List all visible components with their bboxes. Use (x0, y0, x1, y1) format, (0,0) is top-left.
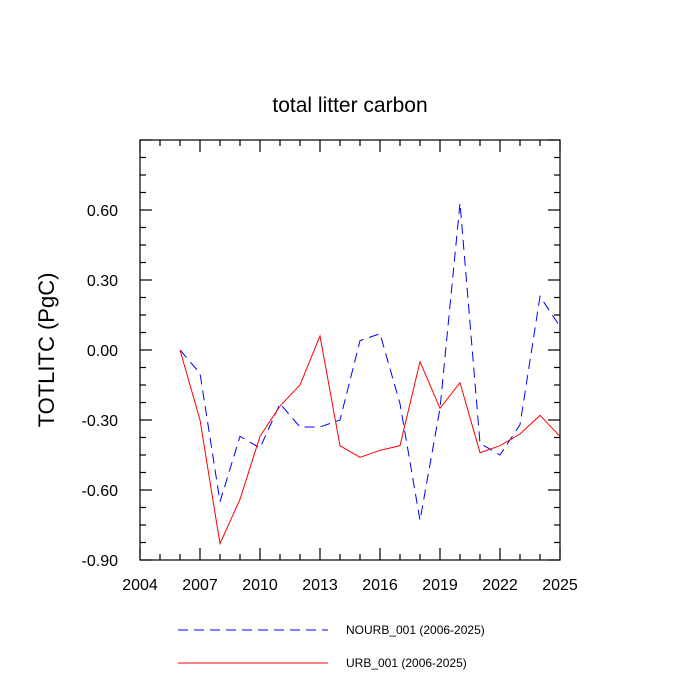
x-tick-label: 2016 (362, 577, 398, 594)
y-tick-label: -0.30 (82, 413, 119, 430)
y-axis-label: TOTLITC (PgC) (34, 273, 59, 428)
series-line-urb-001 (179, 334, 561, 546)
plot-frame (139, 139, 561, 561)
data-series (179, 202, 561, 546)
y-tick-label: -0.90 (82, 553, 119, 570)
legend: NOURB_001 (2006-2025) URB_001 (2006-2025) (178, 623, 485, 670)
y-tick-label: 0.30 (87, 273, 118, 290)
legend-label: NOURB_001 (2006-2025) (346, 623, 485, 637)
x-tick-label: 2004 (122, 577, 158, 594)
x-tick-label: 2013 (302, 577, 338, 594)
y-tick-label: -0.60 (82, 483, 119, 500)
x-tick-label: 2022 (482, 577, 518, 594)
y-tick-label: 0.60 (87, 203, 118, 220)
chart-title: total litter carbon (272, 94, 427, 117)
series-line-nourb-001 (179, 202, 561, 521)
legend-label: URB_001 (2006-2025) (346, 656, 467, 670)
x-tick-label: 2010 (242, 577, 278, 594)
axis-ticks: 2004 2007 2010 2013 2016 2019 2022 2025 0.60 0.30… (82, 139, 578, 594)
x-tick-label: 2025 (542, 577, 578, 594)
x-tick-label: 2019 (422, 577, 458, 594)
y-tick-label: 0.00 (87, 343, 118, 360)
x-tick-label: 2007 (182, 577, 218, 594)
